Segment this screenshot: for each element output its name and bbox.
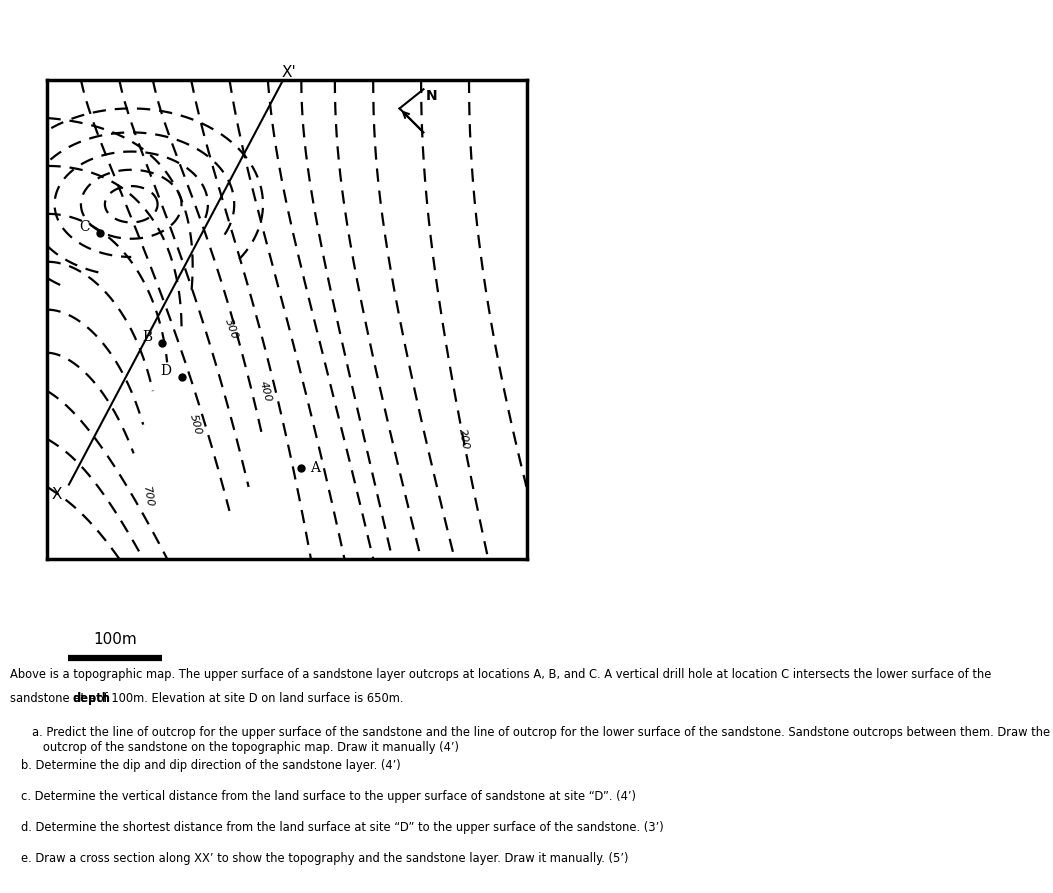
Text: C: C (79, 221, 91, 234)
Text: d. Determine the shortest distance from the land surface at site “D” to the uppe: d. Determine the shortest distance from … (21, 822, 663, 834)
Text: c. Determine the vertical distance from the land surface to the upper surface of: c. Determine the vertical distance from … (21, 790, 636, 804)
Text: A: A (310, 461, 320, 475)
Text: sandstone at a: sandstone at a (9, 692, 99, 705)
Text: e. Draw a cross section along XX’ to show the topography and the sandstone layer: e. Draw a cross section along XX’ to sho… (21, 852, 629, 865)
Text: 100m: 100m (93, 632, 137, 647)
Text: N: N (425, 89, 437, 104)
Text: a. Predict the line of outcrop for the upper surface of the sandstone and the li: a. Predict the line of outcrop for the u… (32, 726, 1050, 754)
Text: 700: 700 (141, 485, 155, 508)
Text: 500: 500 (188, 413, 203, 437)
Text: D: D (161, 364, 172, 378)
Text: X: X (52, 487, 62, 502)
Text: of 100m. Elevation at site D on land surface is 650m.: of 100m. Elevation at site D on land sur… (93, 692, 403, 705)
Text: X': X' (282, 64, 297, 79)
Text: Above is a topographic map. The upper surface of a sandstone layer outcrops at l: Above is a topographic map. The upper su… (9, 668, 991, 681)
Text: 400: 400 (258, 380, 273, 403)
Text: depth: depth (73, 692, 111, 705)
Text: B: B (142, 330, 152, 345)
Text: 300: 300 (223, 317, 240, 340)
Text: 200: 200 (457, 428, 471, 450)
Text: b. Determine the dip and dip direction of the sandstone layer. (4’): b. Determine the dip and dip direction o… (21, 759, 400, 772)
